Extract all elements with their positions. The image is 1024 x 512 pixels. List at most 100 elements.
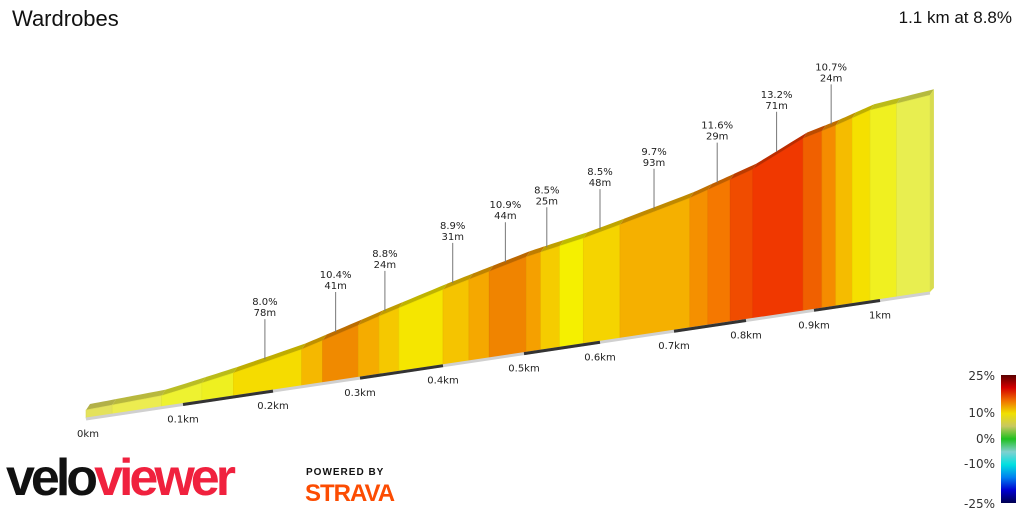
distance-axis: 0km 0.1km 0.2km 0.3km 0.4km 0.5km 0.6km 0.7km 0.…: [77, 291, 931, 440]
segment-top-surface: [752, 132, 808, 170]
gradient-segment: [802, 130, 823, 312]
segment-top-surface: [201, 366, 238, 384]
annotation-length: 29m: [706, 132, 728, 143]
colorbar-label: 10%: [968, 406, 995, 420]
gradient-segment: [582, 224, 621, 345]
segment-top-surface: [896, 89, 934, 104]
colorbar-label: -10%: [964, 457, 995, 471]
x-tick-label: 0.5km: [508, 364, 539, 375]
segment-top-surface: [689, 183, 712, 199]
gradient-segment: [442, 279, 470, 366]
x-tick-label: 0.4km: [427, 376, 458, 387]
x-tick-label: 0.3km: [344, 388, 375, 399]
annotation-grade: 8.9%: [440, 221, 465, 232]
powered-by-label: POWERED BY: [306, 467, 385, 478]
segment-top-surface: [379, 302, 404, 317]
x-tick-label: 0.9km: [798, 320, 829, 331]
segment-top-surface: [730, 163, 757, 180]
x-tick-label: 0.1km: [167, 415, 198, 426]
annotation-length: 24m: [820, 73, 842, 84]
segment-top-surface: [489, 250, 531, 272]
veloviewer-logo: veloviewer: [6, 449, 236, 507]
segment-top-surface: [619, 192, 694, 225]
axis-band: [359, 364, 444, 380]
gradient-segment: [559, 237, 584, 348]
annotation-length: 78m: [254, 308, 276, 319]
gradient-colorbar: 25% 10% 0% -10% -25%: [964, 369, 1016, 511]
annotation-length: 24m: [374, 260, 396, 271]
segment-top-surface: [112, 389, 166, 406]
segment-top-surface: [526, 246, 545, 257]
gradient-segment: [357, 315, 380, 378]
colorbar-bar: [1001, 375, 1016, 503]
segment-top-surface: [468, 265, 494, 280]
segment-top-surface: [301, 334, 327, 350]
segment-top-surface: [821, 119, 840, 132]
x-tick-label: 0km: [77, 429, 99, 440]
gradient-segment: [869, 103, 897, 302]
x-tick-label: 0.7km: [658, 341, 689, 352]
annotation-grade: 8.8%: [372, 249, 397, 260]
annotation-grade: 11.6%: [701, 121, 733, 132]
annotation-length: 25m: [536, 196, 558, 207]
segment-top-surface: [852, 104, 875, 119]
segment-top-surface: [443, 273, 473, 290]
gradient-segment: [729, 168, 754, 323]
axis-band: [813, 298, 881, 312]
profile-end-cap: [929, 89, 934, 293]
annotation-grade: 10.9%: [489, 200, 521, 211]
segment-top-surface: [322, 319, 363, 341]
segment-top-surface: [399, 283, 447, 309]
annotation-grade: 9.7%: [641, 147, 666, 158]
annotation-length: 41m: [324, 281, 346, 292]
segment-top-surface: [870, 97, 901, 111]
annotation-length: 48m: [589, 178, 611, 189]
annotation-length: 93m: [643, 158, 665, 169]
annotation-grade: 13.2%: [761, 90, 793, 101]
x-tick-label: 0.8km: [730, 330, 761, 341]
gradient-segment: [851, 109, 871, 304]
annotation-length: 71m: [765, 101, 787, 112]
segment-top-surface: [803, 125, 826, 139]
colorbar-label: -25%: [964, 497, 995, 511]
profile-top-surface: [86, 89, 934, 410]
x-tick-label: 0.2km: [257, 401, 288, 412]
gradient-segment: [896, 94, 931, 298]
segment-top-surface: [540, 240, 564, 253]
segment-top-surface: [707, 173, 735, 190]
segment-top-surface: [559, 232, 588, 247]
climb-summary: 1.1 km at 8.8%: [898, 8, 1012, 27]
gradient-segment: [378, 307, 400, 375]
segment-top-surface: [161, 377, 206, 396]
segment-annotations: 8.0%78m10.4%41m8.8%24m8.9%31m10.9%44m8.5…: [252, 62, 847, 360]
annotation-length: 44m: [494, 211, 516, 222]
climb-title: Wardrobes: [12, 6, 119, 31]
axis-band: [673, 318, 747, 333]
gradient-segment: [821, 125, 837, 309]
gradient-segment: [525, 251, 542, 353]
colorbar-label: 25%: [968, 369, 995, 383]
gradient-segment: [752, 137, 804, 319]
x-tick-label: 0.6km: [584, 352, 615, 363]
segment-top-surface: [835, 112, 857, 126]
annotation-grade: 8.5%: [587, 167, 612, 178]
annotation-grade: 8.5%: [534, 185, 559, 196]
gradient-segment: [835, 117, 853, 307]
annotation-grade: 8.0%: [252, 297, 277, 308]
gradient-segment: [707, 179, 731, 326]
axis-band: [182, 389, 274, 407]
gradient-segment: [468, 271, 490, 362]
annotation-grade: 10.4%: [320, 270, 352, 281]
x-tick-label: 1km: [869, 310, 891, 321]
segment-top-surface: [358, 310, 384, 326]
colorbar-label: 0%: [976, 432, 995, 446]
segment-top-surface: [86, 399, 117, 410]
gradient-segment: [540, 245, 561, 351]
gradient-segment: [689, 189, 709, 329]
segment-top-surface: [233, 343, 306, 373]
axis-band: [523, 340, 601, 356]
segment-top-surface: [583, 218, 624, 239]
gradient-segments: [85, 94, 931, 419]
gradient-segment: [488, 256, 527, 359]
